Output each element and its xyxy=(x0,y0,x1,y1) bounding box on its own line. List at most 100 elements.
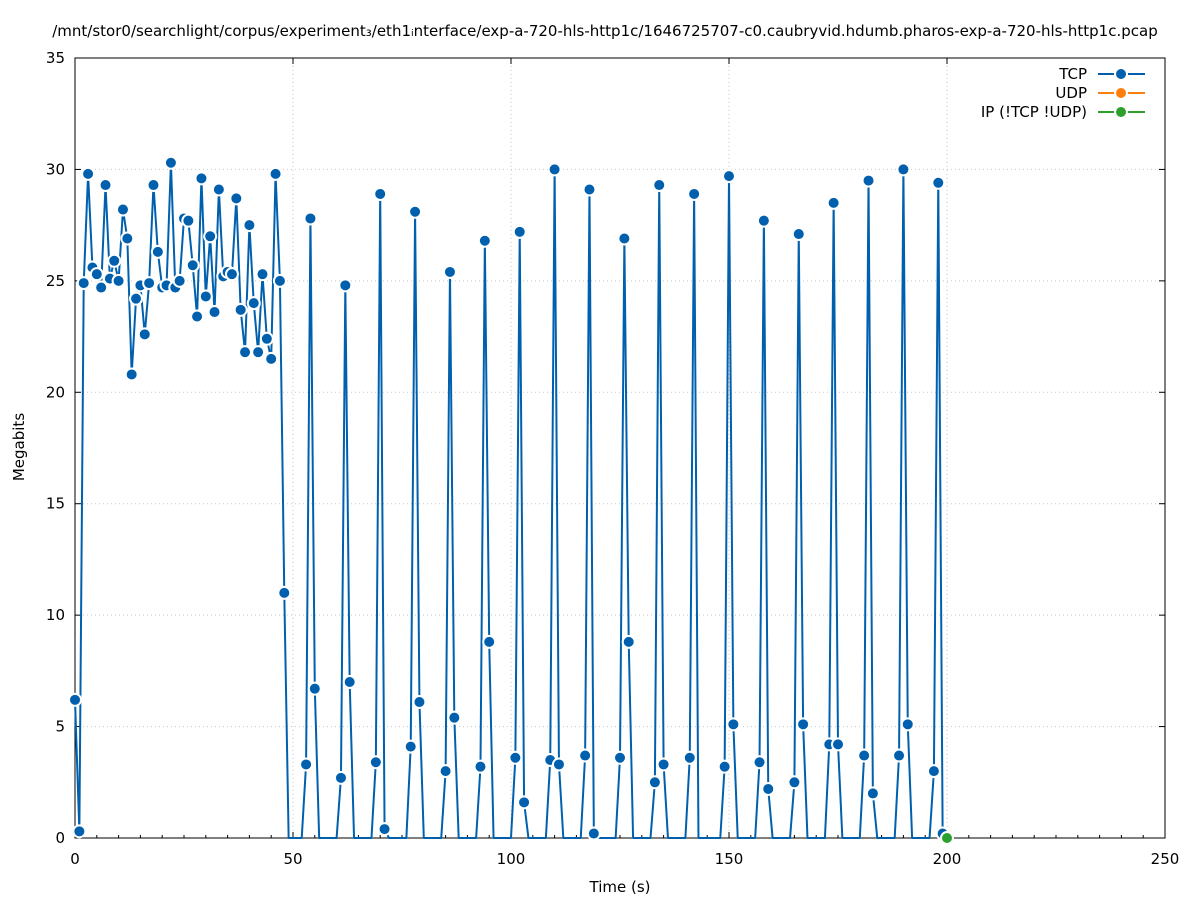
data-point xyxy=(656,757,671,772)
data-point xyxy=(338,278,353,293)
data-point xyxy=(277,585,292,600)
data-point xyxy=(185,258,200,273)
data-point xyxy=(207,305,222,320)
data-point xyxy=(551,757,566,772)
data-point xyxy=(303,211,318,226)
data-point xyxy=(272,273,287,288)
x-tick-label: 150 xyxy=(715,850,744,868)
data-point xyxy=(373,186,388,201)
data-point xyxy=(255,267,270,282)
x-tick-label: 100 xyxy=(497,850,526,868)
data-point xyxy=(621,634,636,649)
data-point xyxy=(238,345,253,360)
data-point xyxy=(438,764,453,779)
data-point xyxy=(111,273,126,288)
data-point xyxy=(246,296,261,311)
data-point xyxy=(377,822,392,837)
legend-marker xyxy=(1114,105,1128,119)
data-point xyxy=(307,681,322,696)
data-point xyxy=(72,824,87,839)
data-point xyxy=(447,710,462,725)
legend-item-ip-tcp-udp: IP (!TCP !UDP) xyxy=(981,103,1145,121)
data-point xyxy=(687,186,702,201)
data-point xyxy=(137,327,152,342)
y-tick-label: 15 xyxy=(46,495,65,513)
data-point xyxy=(926,764,941,779)
data-point xyxy=(172,273,187,288)
data-point xyxy=(861,173,876,188)
data-point xyxy=(761,781,776,796)
data-point xyxy=(299,757,314,772)
data-point xyxy=(796,717,811,732)
data-point xyxy=(726,717,741,732)
data-point xyxy=(892,748,907,763)
data-point xyxy=(896,162,911,177)
data-point xyxy=(115,202,130,217)
data-point xyxy=(190,309,205,324)
data-point xyxy=(233,302,248,317)
data-point xyxy=(831,737,845,752)
chart-title: /mnt/stor0/searchlight/corpus/experiment… xyxy=(52,22,1157,40)
data-point xyxy=(129,291,144,306)
data-point xyxy=(181,213,196,228)
x-axis-label: Time (s) xyxy=(589,878,651,896)
x-tick-label: 250 xyxy=(1151,850,1180,868)
data-point xyxy=(124,367,139,382)
data-point xyxy=(482,634,497,649)
data-point xyxy=(368,755,383,770)
y-tick-label: 35 xyxy=(46,49,65,67)
data-point xyxy=(211,182,226,197)
data-point xyxy=(89,267,104,282)
x-tick-label: 200 xyxy=(933,850,962,868)
data-point xyxy=(717,759,732,774)
data-point xyxy=(142,276,157,291)
data-point xyxy=(586,826,601,841)
data-point xyxy=(442,264,457,279)
data-point xyxy=(547,162,562,177)
series-ip-tcp-udp xyxy=(940,831,954,845)
data-point xyxy=(242,218,257,233)
data-point xyxy=(652,178,667,193)
data-point xyxy=(512,224,527,239)
data-point xyxy=(582,182,597,197)
data-point xyxy=(578,748,593,763)
legend-marker xyxy=(1114,86,1128,100)
data-point xyxy=(98,178,113,193)
legend-item-tcp: TCP xyxy=(1058,65,1145,83)
x-tick-label: 0 xyxy=(70,850,80,868)
y-tick-label: 0 xyxy=(55,829,65,847)
series-tcp xyxy=(68,155,950,841)
y-tick-label: 10 xyxy=(46,606,65,624)
y-tick-label: 30 xyxy=(46,160,65,178)
data-point xyxy=(68,692,82,707)
legend-label: UDP xyxy=(1055,84,1087,102)
data-point xyxy=(613,750,627,765)
data-point xyxy=(826,195,841,210)
series-line-tcp xyxy=(74,161,948,839)
data-point xyxy=(647,775,662,790)
data-point xyxy=(682,750,697,765)
data-point xyxy=(194,171,209,186)
data-point xyxy=(791,227,806,242)
data-point xyxy=(722,169,736,184)
y-axis-label: Megabits xyxy=(10,413,28,481)
data-point xyxy=(268,166,283,181)
data-point xyxy=(787,775,802,790)
y-tick-label: 20 xyxy=(46,383,65,401)
data-point xyxy=(146,178,161,193)
legend-label: TCP xyxy=(1058,65,1087,83)
data-point xyxy=(473,759,488,774)
data-point xyxy=(617,231,632,246)
data-point xyxy=(508,750,523,765)
legend-marker xyxy=(1114,67,1128,81)
data-point xyxy=(94,280,109,295)
data-point xyxy=(76,276,91,291)
data-point xyxy=(408,204,423,219)
data-point xyxy=(857,748,872,763)
data-point xyxy=(81,166,96,181)
data-point xyxy=(517,795,532,810)
data-point xyxy=(120,231,135,246)
data-point xyxy=(203,229,218,244)
